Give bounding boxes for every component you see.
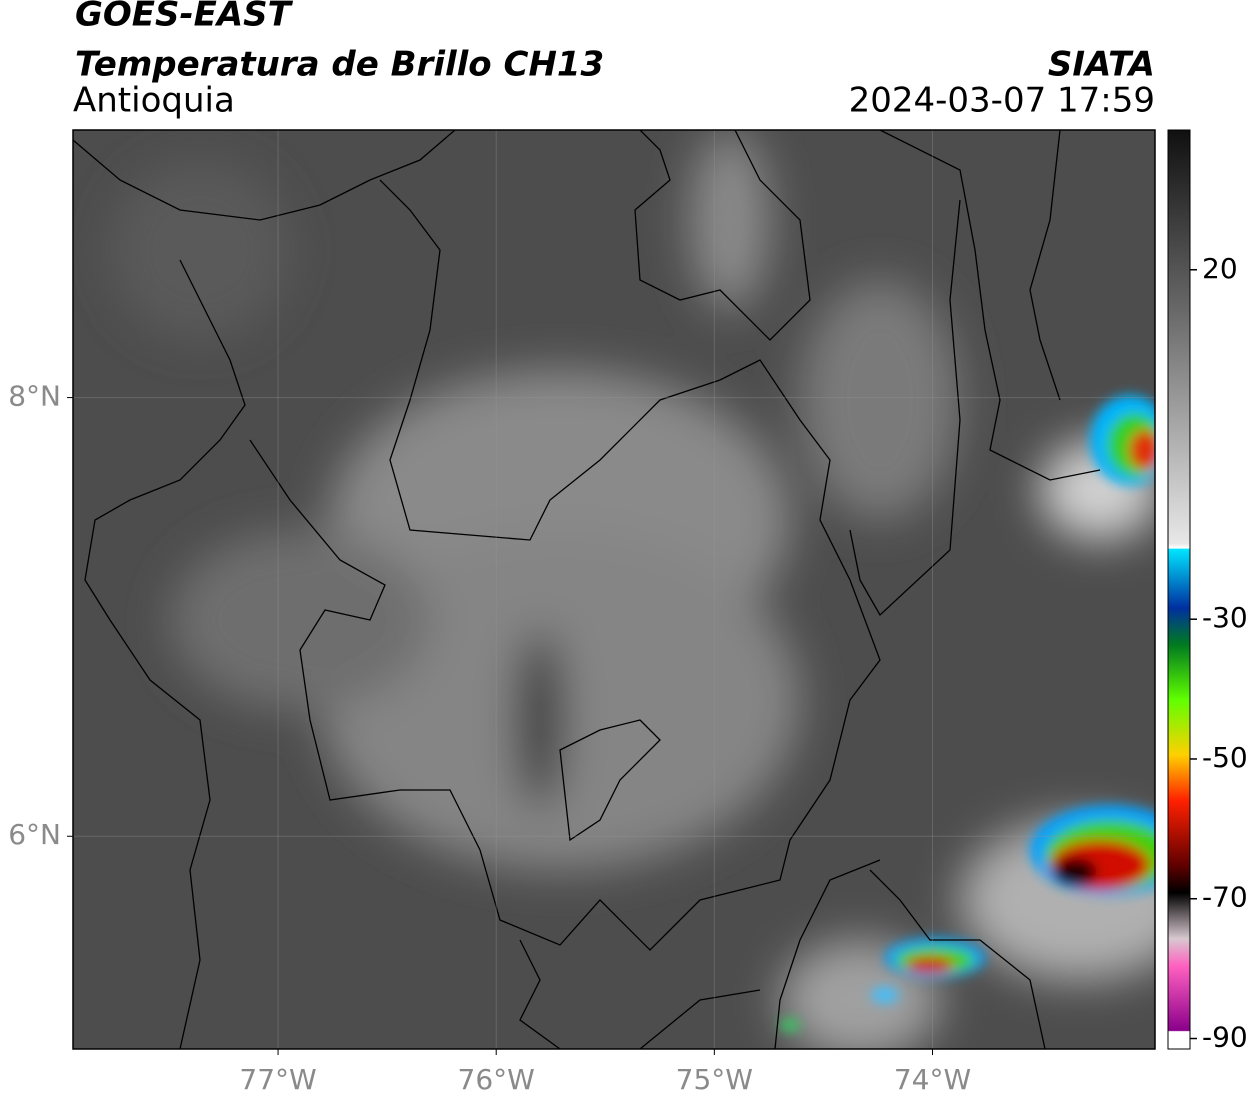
subtitle: Temperatura de Brillo CH13 — [75, 45, 604, 85]
y-tick-label: 8°N — [8, 380, 61, 413]
colorbar-tick-label: -70 — [1202, 881, 1248, 914]
colorbar-tick-label: -50 — [1202, 741, 1248, 774]
y-tick-label: 6°N — [8, 818, 61, 851]
x-tick-label: 74°W — [894, 1063, 971, 1096]
region: Antioquia — [73, 81, 235, 121]
source: SIATA — [1048, 45, 1155, 85]
x-tick-label: 76°W — [458, 1063, 535, 1096]
boundaries — [73, 130, 1101, 1049]
colorbar — [1167, 129, 1191, 1050]
map-frame — [72, 129, 1156, 1050]
x-tick-label: 75°W — [676, 1063, 753, 1096]
colorbar-tick-label: -30 — [1202, 601, 1248, 634]
graticule — [73, 130, 1155, 1049]
colorbar-tick-label: 20 — [1202, 252, 1238, 285]
colorbar-tick-label: -90 — [1202, 1021, 1248, 1054]
datetime: 2024-03-07 17:59 — [849, 81, 1155, 121]
x-tick-label: 77°W — [239, 1063, 316, 1096]
title: GOES-EAST — [75, 0, 294, 35]
satellite-image — [73, 130, 1155, 1049]
